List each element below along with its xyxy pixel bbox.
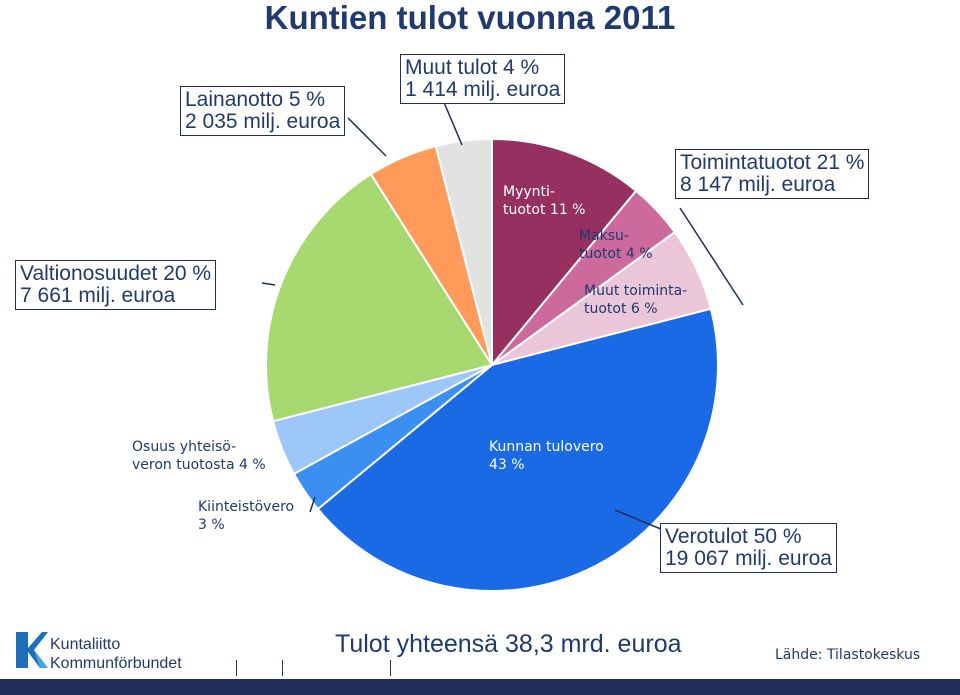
logo-text: Kuntaliitto Kommunförbundet xyxy=(50,635,182,673)
callout-lainanotto: Lainanotto 5 % 2 035 milj. euroa xyxy=(180,86,346,136)
divider-tick xyxy=(390,660,391,676)
pie-slices xyxy=(265,137,719,593)
pie-slice-valtio xyxy=(265,172,494,423)
divider-tick xyxy=(282,660,283,676)
callout-toimintatuotot: Toimintatuotot 21 % 8 147 milj. euroa xyxy=(675,149,870,199)
slice-label-tulovero: Kunnan tulovero 43 % xyxy=(489,439,604,473)
leader-line-toimintatuotot xyxy=(679,207,744,306)
leader-lines xyxy=(261,99,744,533)
bottom-bar xyxy=(0,679,960,695)
total-income: Tulot yhteensä 38,3 mrd. euroa xyxy=(335,630,682,658)
logo-line2: Kommunförbundet xyxy=(50,655,182,672)
slice-label-myynti: Myynti- tuotot 11 % xyxy=(503,184,586,218)
slice-label-maksu: Maksu- tuotot 4 % xyxy=(579,228,653,262)
logo-line1: Kuntaliitto xyxy=(50,636,121,653)
callout-valtionosuudet: Valtionosuudet 20 % 7 661 milj. euroa xyxy=(15,260,217,310)
slice-label-yhteiso: Osuus yhteisö- veron tuotosta 4 % xyxy=(132,439,266,473)
leader-line-verotulot xyxy=(614,509,669,533)
callout-verotulot: Verotulot 50 % 19 067 milj. euroa xyxy=(660,523,837,573)
callout-muut-tulot: Muut tulot 4 % 1 414 milj. euroa xyxy=(400,54,566,104)
leader-line-muut-tulot xyxy=(442,99,463,146)
chart-title: Kuntien tulot vuonna 2011 xyxy=(264,0,676,36)
leader-line-kiinteistovero xyxy=(309,496,316,513)
pie-slice-muut xyxy=(434,137,493,366)
leader-line-valtionosuudet xyxy=(261,282,276,286)
kuntaliitto-logo-icon xyxy=(16,632,48,668)
leader-line-lainanotto xyxy=(347,117,387,157)
pie-slice-tulovero xyxy=(316,307,719,593)
pie-slice-myynti xyxy=(491,137,638,368)
slice-label-kiinteisto: Kiinteistövero 3 % xyxy=(198,499,295,533)
divider-tick xyxy=(236,660,237,676)
source-note: Lähde: Tilastokeskus xyxy=(775,647,921,663)
slice-label-muut-toiminta: Muut toiminta- tuotot 6 % xyxy=(584,283,688,317)
